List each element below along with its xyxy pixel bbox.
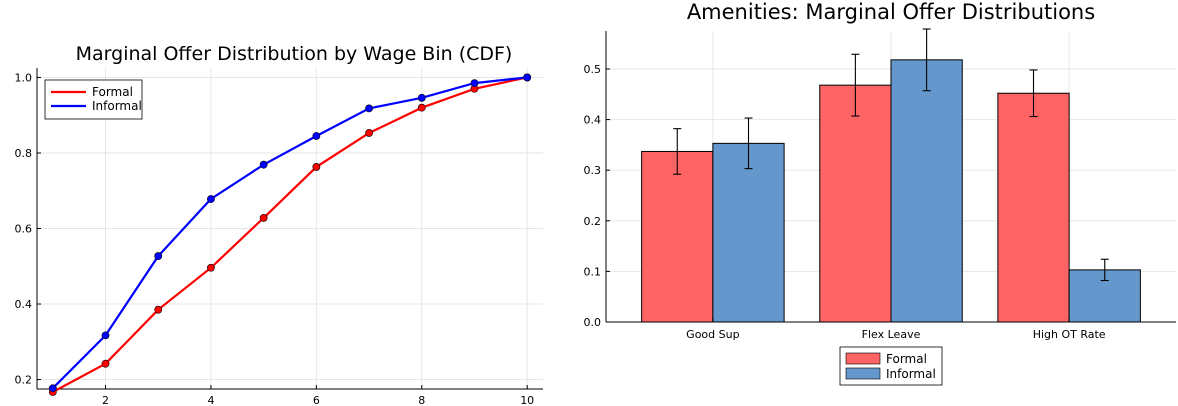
- cdf-y-tick-label: 0.4: [15, 298, 33, 311]
- cdf-legend: Formal Informal: [44, 79, 143, 120]
- amenities-y-tick-label: 0.4: [584, 114, 602, 127]
- amenities-legend-swatch-formal: [845, 352, 881, 365]
- amenities-bar-formal: [641, 150, 714, 323]
- cdf-point-formal: [365, 129, 373, 137]
- cdf-point-informal: [470, 79, 479, 88]
- cdf-line-informal: [52, 76, 528, 389]
- amenities-chart-title: Amenities: Marginal Offer Distributions: [687, 0, 1095, 24]
- amenities-y-ticks: 0.0 0.1 0.2 0.3 0.4 0.5: [584, 63, 610, 329]
- cdf-point-informal: [417, 93, 426, 102]
- cdf-point-formal: [312, 163, 321, 171]
- amenities-x-tick-label: Flex Leave: [862, 328, 921, 341]
- cdf-point-formal: [207, 263, 215, 272]
- cdf-point-informal: [365, 104, 373, 113]
- cdf-point-informal: [259, 160, 268, 169]
- amenities-bar-formal: [997, 92, 1070, 323]
- cdf-grid: [37, 68, 543, 389]
- amenities-y-tick-label: 0.5: [584, 63, 602, 76]
- amenities-x-tick-label: Good Sup: [686, 328, 739, 341]
- cdf-point-informal: [101, 331, 110, 340]
- amenities-bar-formal: [819, 84, 892, 323]
- cdf-point-informal: [48, 384, 57, 393]
- cdf-x-tick-label: 6: [313, 394, 320, 406]
- cdf-y-tick-label: 0.6: [15, 223, 33, 236]
- cdf-point-formal: [417, 103, 426, 112]
- amenities-y-tick-label: 0.1: [584, 265, 602, 278]
- amenities-y-tick-label: 0.2: [584, 215, 602, 228]
- cdf-x-ticks: 2 4 6 8 10: [102, 385, 534, 406]
- cdf-x-tick-label: 10: [520, 394, 534, 406]
- cdf-y-tick-label: 0.8: [15, 147, 33, 160]
- cdf-point-informal: [207, 195, 215, 203]
- amenities-bars: [641, 59, 1141, 323]
- cdf-x-tick-label: 4: [207, 394, 214, 406]
- amenities-bar-informal: [890, 59, 963, 323]
- cdf-point-formal: [259, 214, 268, 222]
- cdf-y-tick-label: 1.0: [15, 71, 33, 84]
- cdf-point-informal: [523, 73, 532, 82]
- cdf-x-tick-label: 8: [418, 394, 425, 406]
- amenities-legend: Formal Informal: [839, 346, 943, 386]
- cdf-x-tick-label: 2: [102, 394, 109, 406]
- amenities-y-tick-label: 0.3: [584, 164, 602, 177]
- cdf-point-informal: [154, 252, 163, 260]
- cdf-legend-label-informal: Informal: [92, 99, 142, 113]
- amenities-legend-swatch-informal: [845, 367, 881, 380]
- amenities-x-tick-label: High OT Rate: [1033, 328, 1106, 341]
- cdf-chart: Marginal Offer Distribution by Wage Bin …: [15, 43, 543, 406]
- cdf-point-formal: [101, 359, 110, 368]
- cdf-point-formal: [154, 305, 163, 314]
- cdf-legend-box: [44, 79, 143, 120]
- amenities-x-ticks: Good Sup Flex Leave High OT Rate: [686, 318, 1106, 341]
- amenities-legend-label-formal: Formal: [886, 352, 927, 366]
- cdf-line-formal: [52, 76, 528, 393]
- amenities-legend-label-informal: Informal: [886, 367, 936, 381]
- amenities-error-bars: [673, 28, 1109, 282]
- amenities-chart: Amenities: Marginal Offer Distributions …: [584, 0, 1176, 386]
- cdf-legend-label-formal: Formal: [92, 85, 133, 99]
- amenities-bar-informal: [712, 142, 785, 323]
- cdf-y-tick-label: 0.2: [15, 374, 33, 387]
- cdf-point-informal: [312, 132, 321, 140]
- cdf-y-ticks: 0.2 0.4 0.6 0.8 1.0: [15, 71, 41, 387]
- cdf-chart-title: Marginal Offer Distribution by Wage Bin …: [76, 43, 513, 65]
- amenities-y-tick-label: 0.0: [584, 316, 602, 329]
- cdf-series: [48, 73, 532, 396]
